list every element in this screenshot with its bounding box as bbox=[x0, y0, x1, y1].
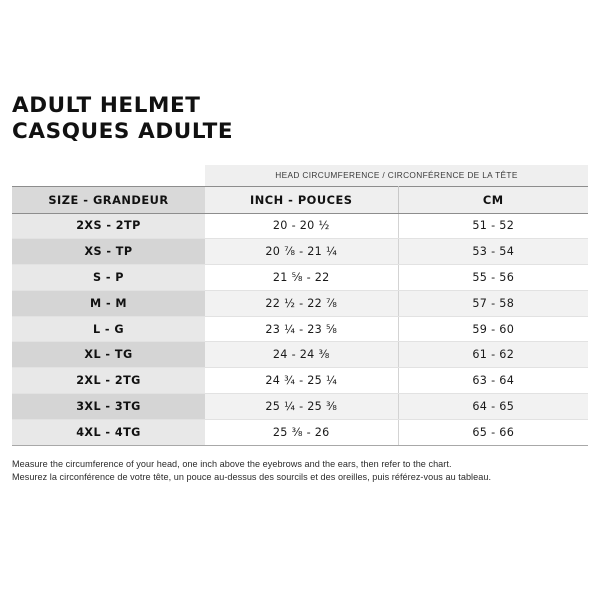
table-row: XS - TP 20 ⅞ - 21 ¼ 53 - 54 bbox=[12, 238, 589, 266]
cell-cm: 59 - 60 bbox=[398, 316, 589, 343]
measurement-instructions: Measure the circumference of your head, … bbox=[12, 458, 588, 485]
cell-inch: 20 ⅞ - 21 ¼ bbox=[205, 238, 399, 266]
banner-spacer bbox=[12, 165, 205, 186]
cell-inch: 20 - 20 ½ bbox=[205, 213, 399, 240]
table-row: 3XL - 3TG 25 ¼ - 25 ⅜ 64 - 65 bbox=[12, 393, 589, 420]
table-row: M - M 22 ½ - 22 ⅞ 57 - 58 bbox=[12, 290, 589, 317]
size-chart-table-container: HEAD CIRCUMFERENCE / CIRCONFÉRENCE DE LA… bbox=[12, 165, 589, 446]
table-row: XL - TG 24 - 24 ⅜ 61 - 62 bbox=[12, 341, 589, 369]
cell-size: L - G bbox=[12, 316, 205, 343]
table-row: 2XL - 2TG 24 ¾ - 25 ¼ 63 - 64 bbox=[12, 367, 589, 395]
table-header-row: SIZE - GRANDEUR INCH - POUCES CM bbox=[12, 185, 589, 214]
cell-inch: 25 ⅜ - 26 bbox=[205, 419, 399, 446]
instruction-fr: Mesurez la circonférence de votre tête, … bbox=[12, 472, 492, 483]
instruction-en: Measure the circumference of your head, … bbox=[12, 459, 452, 469]
cell-cm: 51 - 52 bbox=[398, 213, 589, 240]
cell-cm: 57 - 58 bbox=[398, 290, 589, 317]
column-header-cm: CM bbox=[398, 185, 589, 214]
cell-cm: 63 - 64 bbox=[398, 367, 589, 395]
head-circumference-banner: HEAD CIRCUMFERENCE / CIRCONFÉRENCE DE LA… bbox=[205, 165, 589, 186]
cell-size: XS - TP bbox=[12, 238, 205, 266]
page-title-en: ADULT HELMET bbox=[12, 93, 201, 118]
column-header-size: SIZE - GRANDEUR bbox=[12, 185, 205, 214]
table-row: S - P 21 ⅝ - 22 55 - 56 bbox=[12, 264, 589, 291]
cell-cm: 53 - 54 bbox=[398, 238, 589, 266]
column-header-inch: INCH - POUCES bbox=[205, 185, 399, 214]
cell-size: XL - TG bbox=[12, 341, 205, 369]
cell-inch: 21 ⅝ - 22 bbox=[205, 264, 399, 291]
cell-inch: 25 ¼ - 25 ⅜ bbox=[205, 393, 399, 420]
cell-cm: 64 - 65 bbox=[398, 393, 589, 420]
table-body: HEAD CIRCUMFERENCE / CIRCONFÉRENCE DE LA… bbox=[12, 165, 589, 446]
cell-cm: 55 - 56 bbox=[398, 264, 589, 291]
cell-inch: 24 - 24 ⅜ bbox=[205, 341, 399, 369]
cell-inch: 24 ¾ - 25 ¼ bbox=[205, 367, 399, 395]
cell-size: 4XL - 4TG bbox=[12, 419, 205, 446]
table-row: 4XL - 4TG 25 ⅜ - 26 65 - 66 bbox=[12, 419, 589, 446]
cell-size: S - P bbox=[12, 264, 205, 291]
table-row: 2XS - 2TP 20 - 20 ½ 51 - 52 bbox=[12, 213, 589, 240]
cell-size: 2XS - 2TP bbox=[12, 213, 205, 240]
cell-size: 2XL - 2TG bbox=[12, 367, 205, 395]
cell-inch: 22 ½ - 22 ⅞ bbox=[205, 290, 399, 317]
cell-cm: 65 - 66 bbox=[398, 419, 589, 446]
cell-size: 3XL - 3TG bbox=[12, 393, 205, 420]
cell-size: M - M bbox=[12, 290, 205, 317]
cell-cm: 61 - 62 bbox=[398, 341, 589, 369]
page-title-fr: CASQUES ADULTE bbox=[12, 119, 234, 144]
table-banner-row: HEAD CIRCUMFERENCE / CIRCONFÉRENCE DE LA… bbox=[12, 165, 589, 186]
size-chart-table: HEAD CIRCUMFERENCE / CIRCONFÉRENCE DE LA… bbox=[12, 165, 589, 446]
chart-titles: ADULT HELMET CASQUES ADULTE bbox=[12, 93, 572, 145]
cell-inch: 23 ¼ - 23 ⅝ bbox=[205, 316, 399, 343]
table-row: L - G 23 ¼ - 23 ⅝ 59 - 60 bbox=[12, 316, 589, 343]
